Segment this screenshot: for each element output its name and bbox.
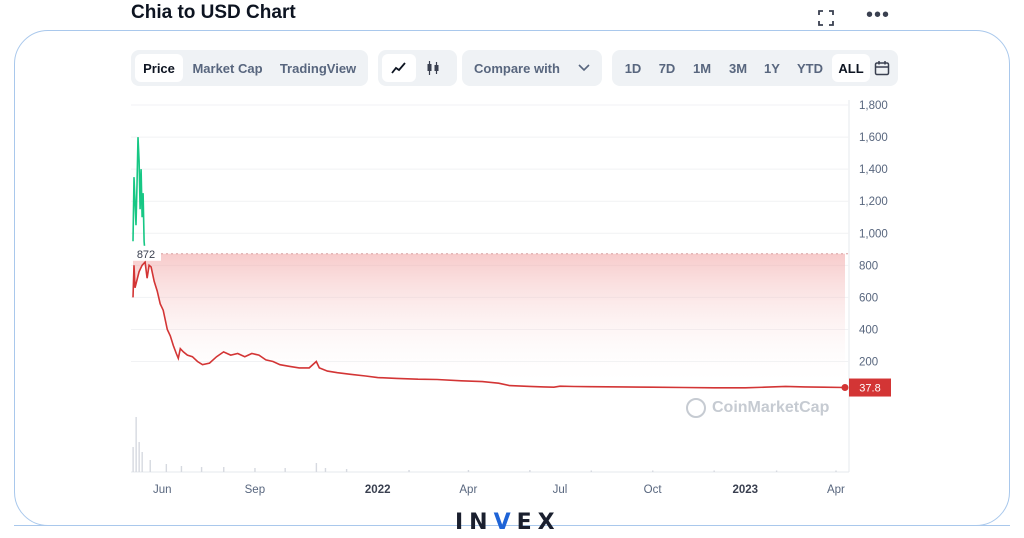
x-tick-label: Apr — [459, 484, 477, 496]
invex-logo: INVEX — [455, 510, 561, 535]
tab-market-cap[interactable]: Market Cap — [192, 60, 263, 76]
line-chart-icon — [391, 62, 406, 74]
volume-bar — [713, 470, 715, 472]
y-tick-label: 1,400 — [859, 164, 888, 176]
volume-bar — [138, 442, 140, 472]
current-price-badge — [849, 378, 891, 397]
reference-label: 872 — [137, 249, 155, 261]
range-3m[interactable]: 3M — [728, 60, 748, 76]
range-7d[interactable]: 7D — [658, 60, 676, 76]
volume-bar — [135, 417, 137, 472]
coinmarketcap-watermark: CoinMarketCap — [686, 398, 829, 418]
volume-bar — [775, 470, 778, 472]
compare-with-label: Compare with — [474, 60, 560, 76]
tab-price[interactable]: Price — [135, 54, 183, 82]
chevron-down-icon — [578, 64, 590, 72]
reference-label-bg — [131, 245, 161, 261]
volume-bar — [590, 470, 593, 472]
volume-bar — [345, 469, 348, 472]
y-tick-label: 1,800 — [859, 100, 888, 112]
volume-bar — [165, 464, 168, 472]
line-mode-button[interactable] — [382, 54, 416, 82]
x-tick-label: 2022 — [365, 484, 391, 496]
volume-bar — [652, 470, 654, 472]
y-tick-label: 1,000 — [859, 228, 888, 240]
volume-bar — [141, 452, 143, 472]
volume-bar — [284, 468, 286, 472]
current-price-label: 37.8 — [859, 383, 880, 395]
x-tick-label: Apr — [827, 484, 845, 496]
y-tick-label: 800 — [859, 260, 878, 272]
candle-mode-button[interactable] — [416, 54, 450, 82]
x-tick-label: Sep — [245, 484, 265, 496]
range-ytd[interactable]: YTD — [797, 60, 823, 76]
x-tick-label: Oct — [644, 484, 663, 496]
footer-divider-right — [590, 525, 1010, 526]
chart-type-tabs: Price Market Cap TradingView — [131, 50, 368, 86]
volume-bar — [408, 470, 410, 472]
x-tick-label: Jul — [553, 484, 568, 496]
volume-bar — [132, 447, 134, 472]
y-tick-label: 600 — [859, 292, 878, 304]
volume-bar — [223, 467, 225, 472]
range-1m[interactable]: 1M — [692, 60, 712, 76]
volume-bar — [467, 470, 470, 472]
price-area-fill — [133, 253, 845, 388]
chart-card-frame — [14, 30, 1010, 526]
fullscreen-icon[interactable] — [818, 10, 834, 26]
range-1y[interactable]: 1Y — [764, 60, 780, 76]
x-tick-label: Jun — [153, 484, 172, 496]
time-range-tabs: 1D 7D 1M 3M 1Y YTD ALL — [612, 50, 898, 86]
range-all[interactable]: ALL — [832, 54, 870, 82]
page-title: Chia to USD Chart — [131, 2, 296, 23]
y-tick-label: 1,600 — [859, 132, 888, 144]
coinmarketcap-logo-icon — [686, 398, 706, 418]
calendar-button[interactable] — [870, 54, 894, 82]
price-line-above-reference — [132, 137, 146, 255]
volume-bar — [149, 460, 151, 472]
more-options-icon[interactable]: ••• — [866, 4, 891, 26]
y-tick-label: 200 — [859, 357, 878, 369]
footer-divider-left — [14, 525, 440, 526]
y-tick-label: 1,200 — [859, 196, 888, 208]
current-price-dot — [841, 384, 849, 392]
chart-mode-toggle — [378, 50, 457, 86]
compare-with-dropdown[interactable]: Compare with — [462, 50, 602, 86]
volume-bar — [200, 467, 203, 472]
watermark-text: CoinMarketCap — [712, 399, 830, 416]
volume-bar — [180, 466, 183, 472]
volume-bar — [835, 470, 837, 472]
candlestick-icon — [427, 61, 439, 75]
volume-bar — [529, 470, 531, 472]
volume-bar — [254, 468, 256, 472]
x-tick-label: 2023 — [732, 484, 758, 496]
calendar-icon — [874, 61, 890, 76]
volume-bar — [315, 463, 318, 472]
tab-tradingview[interactable]: TradingView — [279, 60, 357, 76]
price-line-below-reference — [132, 260, 846, 389]
range-1d[interactable]: 1D — [624, 60, 642, 76]
y-tick-label: 400 — [859, 324, 878, 336]
volume-bar — [324, 468, 327, 472]
